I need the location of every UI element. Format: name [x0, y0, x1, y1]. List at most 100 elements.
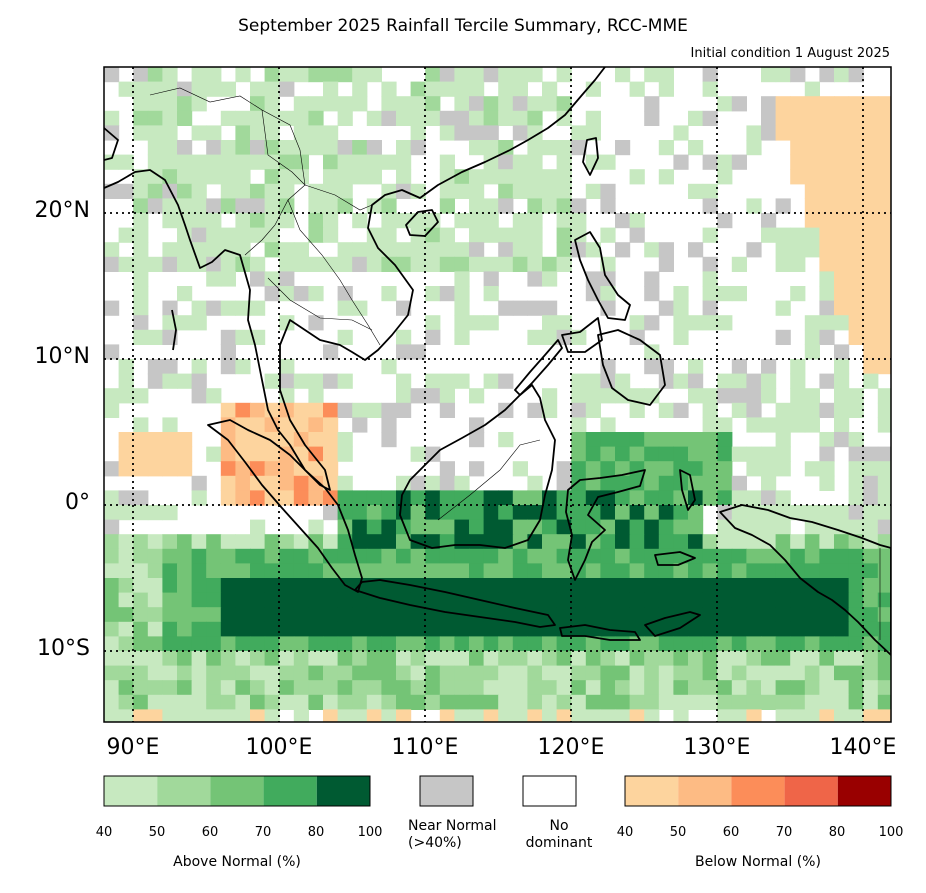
bnbar-segment [837, 776, 891, 806]
map-cell [396, 388, 412, 404]
map-cell [235, 578, 251, 594]
map-cell [104, 505, 120, 521]
map-cell [220, 592, 236, 608]
map-cell [658, 592, 674, 608]
map-cell [439, 227, 455, 243]
map-cell [702, 67, 718, 83]
map-cell [731, 534, 747, 550]
map-cell [410, 125, 426, 141]
map-cell [688, 461, 704, 477]
map-cell [571, 125, 587, 141]
map-cell [177, 183, 193, 199]
map-cell [425, 329, 441, 345]
map-cell [775, 300, 791, 316]
map-cell [512, 665, 528, 681]
map-cell [512, 242, 528, 258]
map-cell [366, 505, 382, 521]
map-cell [702, 432, 718, 448]
map-cell [264, 446, 280, 462]
map-cell [279, 636, 295, 652]
map-cell [877, 665, 891, 681]
map-cell [396, 329, 412, 345]
map-cell [790, 680, 806, 696]
map-cell [498, 636, 514, 652]
map-cell [264, 665, 280, 681]
map-cell [104, 256, 120, 272]
map-cell [366, 607, 382, 623]
map-cell [308, 417, 324, 433]
map-cell [746, 665, 762, 681]
map-cell [469, 680, 485, 696]
map-cell [133, 432, 149, 448]
map-cell [746, 548, 762, 564]
map-cell [498, 709, 514, 722]
map-cell [498, 578, 514, 594]
map-cell [439, 563, 455, 579]
map-cell [863, 607, 879, 623]
map-cell [235, 548, 251, 564]
map-cell [425, 621, 441, 637]
map-cell [542, 169, 558, 185]
map-cell [162, 665, 178, 681]
map-cell [629, 169, 645, 185]
map-cell [848, 694, 864, 710]
map-cell [673, 432, 689, 448]
map-cell [804, 125, 820, 141]
map-cell [133, 592, 149, 608]
map-cell [308, 446, 324, 462]
map-cell [512, 621, 528, 637]
map-cell [527, 475, 543, 491]
map-cell [761, 67, 777, 83]
map-cell [804, 548, 820, 564]
map-cell [235, 169, 251, 185]
map-cell [731, 402, 747, 418]
map-cell [425, 548, 441, 564]
map-cell [644, 519, 660, 535]
map-cell [848, 242, 864, 258]
sulawesi-island [565, 469, 646, 581]
map-cell [235, 140, 251, 156]
map-cell [206, 227, 222, 243]
map-cell [746, 563, 762, 579]
map-cell [761, 636, 777, 652]
map-cell [264, 271, 280, 287]
map-cell [834, 242, 850, 258]
map-cell [819, 534, 835, 550]
map-cell [877, 680, 891, 696]
map-cell [804, 96, 820, 112]
map-cell [439, 388, 455, 404]
mindanao-island [597, 329, 666, 406]
map-cell [863, 665, 879, 681]
map-cell [235, 154, 251, 170]
map-cell [352, 213, 368, 229]
map-cell [804, 417, 820, 433]
map-cell [542, 271, 558, 287]
map-cell [673, 636, 689, 652]
map-cell [761, 490, 777, 506]
map-cell [133, 96, 149, 112]
map-cell [104, 651, 120, 667]
map-cell [790, 125, 806, 141]
map-cell [191, 227, 207, 243]
map-cell [819, 286, 835, 302]
map-cell [585, 548, 601, 564]
map-cell [877, 519, 891, 535]
map-cell [425, 242, 441, 258]
map-cell [600, 373, 616, 389]
map-cell [396, 505, 412, 521]
map-cell [235, 694, 251, 710]
map-cell [396, 344, 412, 360]
map-cell [264, 534, 280, 550]
map-cell [877, 213, 891, 229]
map-cell [483, 227, 499, 243]
map-cell [527, 636, 543, 652]
map-cell [191, 388, 207, 404]
map-cell [220, 694, 236, 710]
map-cell [469, 534, 485, 550]
map-cell [571, 621, 587, 637]
map-cell [147, 680, 163, 696]
map-cell [352, 67, 368, 83]
map-cell [220, 490, 236, 506]
map-cell [454, 183, 470, 199]
map-cell [498, 300, 514, 316]
